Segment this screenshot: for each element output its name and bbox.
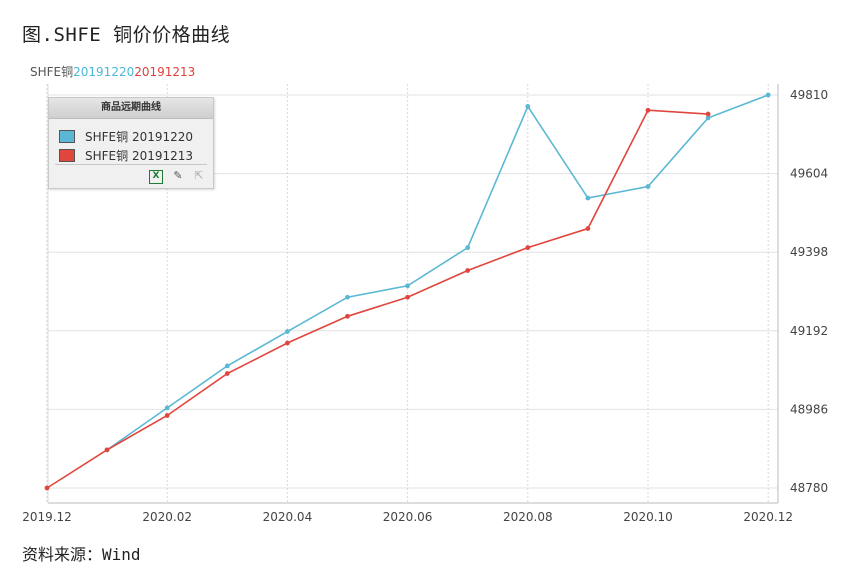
data-point — [645, 184, 651, 189]
edit-chart-icon[interactable]: ✎ — [173, 169, 183, 182]
excel-icon[interactable]: X — [149, 170, 163, 184]
data-point — [705, 115, 711, 121]
x-tick-label: 2020.02 — [142, 510, 192, 524]
data-point — [224, 363, 230, 369]
export-icon: ⇱ — [194, 169, 204, 182]
data-point — [465, 268, 471, 273]
legend-label-1: SHFE铜 20191220 — [85, 130, 194, 144]
legend-swatch-2 — [59, 149, 75, 162]
legend-swatch-1 — [59, 130, 75, 143]
legend-label-2: SHFE铜 20191213 — [85, 149, 194, 163]
data-point — [525, 104, 531, 109]
data-point — [405, 283, 410, 289]
x-tick-label: 2020.04 — [263, 510, 313, 524]
source-note: 资料来源：Wind — [22, 545, 141, 564]
legend-item-1[interactable]: SHFE铜 20191220 — [49, 127, 213, 146]
data-point — [765, 92, 771, 98]
x-tick-label: 2020.12 — [743, 510, 793, 524]
data-point — [164, 405, 170, 411]
y-tick-label: 48780 — [790, 481, 828, 495]
data-point — [585, 195, 591, 201]
legend-toolbar: X ✎ ⇱ — [149, 170, 205, 184]
x-tick-label: 2020.08 — [503, 510, 553, 524]
data-point — [405, 294, 410, 300]
chart-subtitle: SHFE铜2019122020191213 — [30, 63, 195, 80]
data-point — [285, 340, 290, 346]
data-point — [465, 245, 471, 251]
data-point — [345, 294, 350, 300]
legend-panel[interactable]: 商品远期曲线 SHFE铜 20191220 SHFE铜 20191213 X ✎… — [48, 97, 214, 189]
data-point — [44, 485, 50, 491]
legend-title[interactable]: 商品远期曲线 — [49, 98, 213, 119]
data-point — [585, 226, 591, 231]
data-point — [645, 107, 651, 113]
data-point — [285, 329, 290, 334]
data-point — [345, 313, 350, 319]
data-point — [525, 245, 531, 251]
series-line-2 — [46, 109, 709, 489]
figure-title: 图.SHFE 铜价价格曲线 — [22, 24, 231, 46]
y-tick-label: 49604 — [790, 167, 828, 181]
legend-divider — [55, 164, 207, 165]
x-tick-label: 2019.12 — [22, 510, 72, 524]
subtitle-date-2: 20191213 — [134, 65, 196, 79]
data-point — [164, 413, 170, 418]
y-tick-label: 49192 — [790, 324, 828, 338]
subtitle-date-1: 20191220 — [73, 65, 135, 79]
subtitle-commodity: SHFE铜 — [30, 65, 74, 79]
series-line-1 — [106, 94, 769, 451]
x-tick-label: 2020.10 — [623, 510, 673, 524]
y-tick-label: 49398 — [790, 245, 828, 259]
y-tick-label: 48986 — [790, 402, 828, 416]
y-tick-label: 49810 — [790, 88, 828, 102]
legend-item-2[interactable]: SHFE铜 20191213 — [49, 146, 213, 165]
data-point — [224, 371, 230, 376]
x-tick-label: 2020.06 — [383, 510, 433, 524]
data-point — [104, 447, 110, 453]
data-point — [705, 111, 711, 117]
